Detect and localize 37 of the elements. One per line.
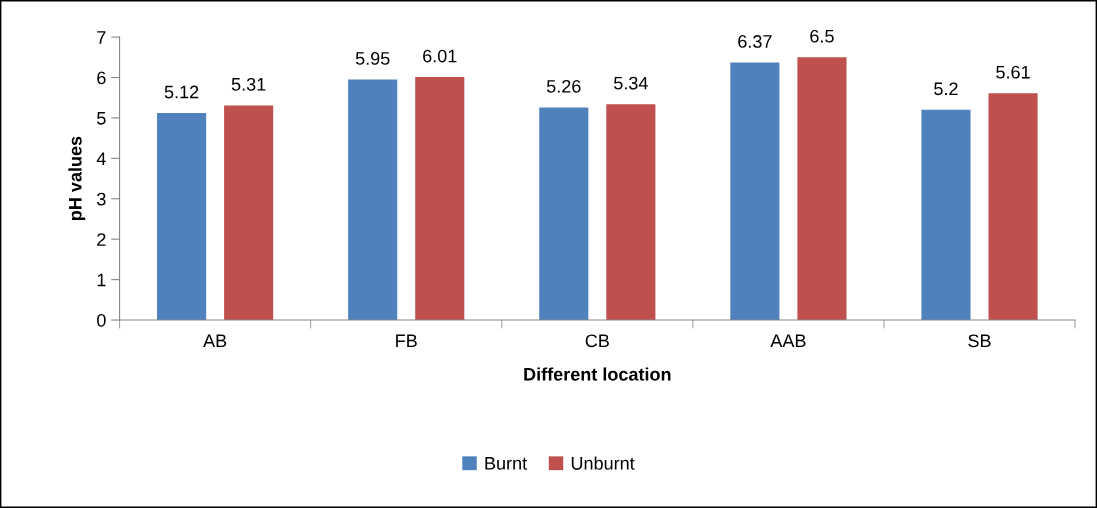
y-tick-label: 3 <box>97 192 106 206</box>
x-tick-label: FB <box>396 334 417 348</box>
bar <box>539 107 589 321</box>
bar <box>415 77 465 321</box>
legend-label: Burnt <box>485 457 527 470</box>
data-label: 5.2 <box>934 82 958 96</box>
x-tick-label: AB <box>203 334 227 348</box>
data-label: 5.12 <box>164 85 199 99</box>
y-tick-label: 2 <box>97 233 106 246</box>
data-label: 6.37 <box>738 35 772 48</box>
data-label: 6.01 <box>423 49 457 63</box>
data-label: 5.26 <box>546 79 581 93</box>
y-tick-label: 1 <box>97 273 106 287</box>
bar <box>730 62 780 321</box>
x-axis-title: Different location <box>524 367 671 381</box>
bar <box>348 79 398 321</box>
data-label: 5.31 <box>231 77 266 91</box>
bar <box>921 109 971 321</box>
x-tick-label: CB <box>585 334 609 348</box>
x-tick-label: SB <box>968 334 991 348</box>
bar <box>606 104 656 321</box>
x-tick-label: AAB <box>770 334 806 348</box>
y-tick-label: 5 <box>97 112 106 125</box>
y-tick-label: 7 <box>97 31 106 44</box>
bar <box>157 113 207 321</box>
y-tick-label: 6 <box>97 71 106 85</box>
bar <box>797 57 847 321</box>
data-label: 5.95 <box>355 52 390 65</box>
y-tick-label: 0 <box>97 313 106 327</box>
legend-label: Unburnt <box>571 456 635 470</box>
bar <box>224 105 274 321</box>
y-tick-label: 4 <box>96 152 106 165</box>
data-label: 5.34 <box>614 76 648 90</box>
y-axis-title: pH values <box>68 136 86 221</box>
data-label: 6.5 <box>810 29 834 43</box>
bar <box>988 93 1038 321</box>
data-label: 5.61 <box>996 65 1030 79</box>
